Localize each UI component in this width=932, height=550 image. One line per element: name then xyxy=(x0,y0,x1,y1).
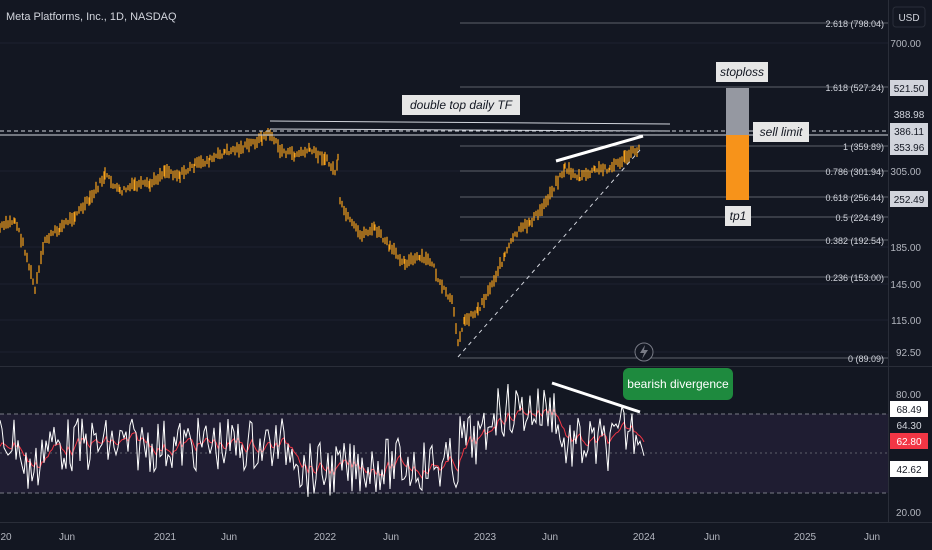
time-tick-label: 2024 xyxy=(633,532,656,543)
price-badges: 521.50 388.98 386.11 353.96 252.49 xyxy=(890,80,928,207)
currency-label: USD xyxy=(898,13,919,24)
double-top-label[interactable]: double top daily TF xyxy=(402,95,520,115)
fib-label: 0 (89.09) xyxy=(848,354,884,364)
price-badge-text: 252.49 xyxy=(894,195,925,206)
rsi-line xyxy=(0,383,645,497)
time-tick-label: Jun xyxy=(383,532,399,543)
bearish-divergence-badge[interactable]: bearish divergence xyxy=(623,368,733,400)
rsi-divergence-line[interactable] xyxy=(551,381,641,414)
price-badge-text: 388.98 xyxy=(894,110,925,121)
price-badge: 353.96 xyxy=(890,139,928,155)
time-tick-label: 2021 xyxy=(154,532,177,543)
rsi-badge: 64.30 xyxy=(890,417,928,433)
price-divergence-line[interactable] xyxy=(555,134,644,163)
fibonacci-lines[interactable] xyxy=(460,22,888,359)
price-badge: 388.98 xyxy=(890,106,928,122)
lightning-icon[interactable] xyxy=(634,342,654,362)
stoploss-text: stoploss xyxy=(720,65,764,79)
time-tick-label: Jun xyxy=(864,532,880,543)
time-tick-label: Jun xyxy=(542,532,558,543)
fibonacci-labels: 2.618 (798.04) 1.618 (527.24) 1 (359.89) 0.… xyxy=(825,19,884,364)
time-axis[interactable]: 20 Jun 2021 Jun 2022 Jun 2023 Jun 2024 Jun 2025 Jun xyxy=(0,532,880,543)
stoploss-zone[interactable] xyxy=(726,88,749,135)
price-badge-text: 521.50 xyxy=(894,84,925,95)
rsi-badge-text: 68.49 xyxy=(896,405,921,416)
price-badge: 386.11 xyxy=(890,123,928,139)
fib-label: 0.236 (153.00) xyxy=(825,273,884,283)
rsi-badge: 62.80 xyxy=(890,433,928,449)
candlestick-series xyxy=(0,128,640,347)
time-tick-label: Jun xyxy=(704,532,720,543)
rsi-tick-label: 80.00 xyxy=(896,390,921,401)
fib-label: 1 (359.89) xyxy=(843,142,884,152)
price-badge: 252.49 xyxy=(890,191,928,207)
price-tick-label: 185.00 xyxy=(890,243,921,254)
price-tick-label: 115.00 xyxy=(891,316,921,327)
symbol-title: Meta Platforms, Inc., 1D, NASDAQ xyxy=(6,11,177,23)
grid xyxy=(0,42,888,353)
rsi-axis[interactable]: 80.00 20.00 xyxy=(896,390,921,519)
time-tick-label: 20 xyxy=(0,532,12,543)
price-tick-label: 700.00 xyxy=(890,39,921,50)
bearish-divergence-text: bearish divergence xyxy=(627,377,729,391)
time-tick-label: 2022 xyxy=(314,532,337,543)
fib-label: 0.786 (301.94) xyxy=(825,167,884,177)
double-top-text: double top daily TF xyxy=(410,98,513,112)
time-tick-label: Jun xyxy=(221,532,237,543)
tp1-text: tp1 xyxy=(730,209,747,223)
price-axis[interactable]: 700.00 305.00 185.00 145.00 115.00 92.50 xyxy=(890,39,921,359)
fib-label: 1.618 (527.24) xyxy=(825,83,884,93)
rsi-badge-text: 42.62 xyxy=(896,465,921,476)
fib-label: 0.5 (224.49) xyxy=(835,213,884,223)
rsi-tick-label: 20.00 xyxy=(896,508,921,519)
price-badge-text: 386.11 xyxy=(894,127,924,138)
sell-limit-text: sell limit xyxy=(760,125,803,139)
time-tick-label: 2023 xyxy=(474,532,497,543)
price-tick-label: 92.50 xyxy=(896,348,921,359)
price-tick-label: 305.00 xyxy=(890,167,921,178)
trendline-dashed[interactable] xyxy=(457,149,641,358)
time-tick-label: 2025 xyxy=(794,532,817,543)
fib-label: 2.618 (798.04) xyxy=(825,19,884,29)
price-badge: 521.50 xyxy=(890,80,928,96)
tp1-label[interactable]: tp1 xyxy=(725,206,751,226)
rsi-badge-text: 62.80 xyxy=(896,437,921,448)
target-zone[interactable] xyxy=(726,135,749,200)
fib-label: 0.382 (192.54) xyxy=(825,236,884,246)
currency-button[interactable]: USD xyxy=(892,6,926,28)
rsi-badge-text: 64.30 xyxy=(896,421,921,432)
stoploss-label[interactable]: stoploss xyxy=(716,62,768,82)
time-tick-label: Jun xyxy=(59,532,75,543)
price-badge-text: 353.96 xyxy=(894,143,925,154)
rsi-badge: 68.49 xyxy=(890,401,928,417)
rsi-badges: 68.49 64.30 62.80 42.62 xyxy=(890,401,928,477)
rsi-badge: 42.62 xyxy=(890,461,928,477)
sell-limit-label[interactable]: sell limit xyxy=(753,122,809,142)
fib-label: 0.618 (256.44) xyxy=(825,193,884,203)
price-tick-label: 145.00 xyxy=(890,280,921,291)
